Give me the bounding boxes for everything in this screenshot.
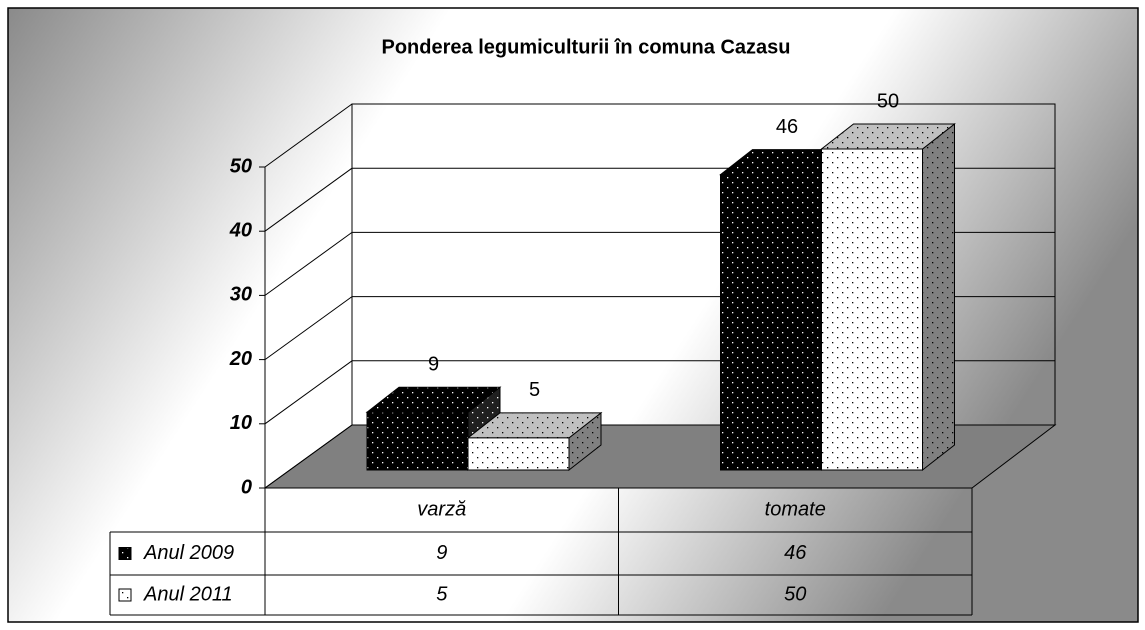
bar — [366, 411, 469, 471]
x-tick-label: varză — [417, 498, 466, 520]
legend-label: Anul 2011 — [143, 583, 233, 605]
table-value: 5 — [436, 583, 448, 605]
table-value: 9 — [436, 542, 447, 564]
y-tick-label: 0 — [241, 476, 252, 498]
data-label: 46 — [776, 116, 798, 138]
grid-line — [264, 103, 353, 168]
y-tick-label: 10 — [230, 412, 252, 434]
table-value: 50 — [784, 583, 806, 605]
data-label: 5 — [529, 379, 540, 401]
bar — [720, 174, 822, 471]
y-tick-label: 20 — [229, 348, 252, 370]
y-tick-label: 30 — [230, 284, 252, 306]
grid-line — [264, 167, 353, 232]
grid-line — [264, 296, 353, 361]
grid-line — [264, 231, 353, 296]
data-label: 9 — [428, 354, 439, 376]
bar — [467, 437, 570, 471]
chart-title: Ponderea legumiculturii în comuna Cazasu — [382, 36, 791, 58]
grid-line — [264, 360, 353, 425]
table-value: 46 — [784, 542, 807, 564]
x-tick-label: tomate — [765, 498, 826, 520]
legend-label: Anul 2009 — [143, 542, 234, 564]
y-tick-label: 40 — [229, 219, 252, 241]
data-label: 50 — [877, 90, 899, 112]
legend-key — [118, 588, 132, 602]
bar — [821, 148, 923, 471]
bar-side — [922, 122, 955, 472]
y-tick-label: 50 — [230, 155, 252, 177]
grid-line — [264, 424, 353, 489]
legend-key — [118, 547, 132, 560]
chart-frame — [7, 7, 1139, 623]
